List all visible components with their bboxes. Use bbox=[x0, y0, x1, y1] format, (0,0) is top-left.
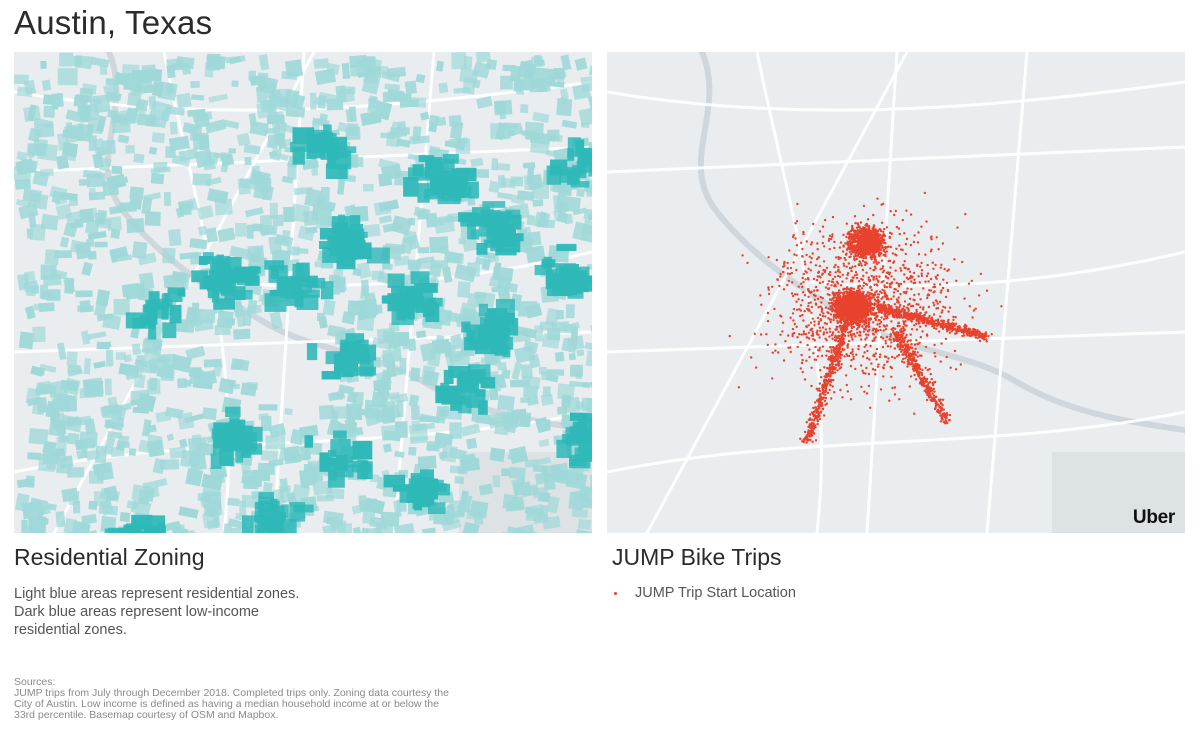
trips-map-canvas bbox=[607, 52, 1185, 533]
sources-note: Sources: JUMP trips from July through De… bbox=[14, 677, 454, 721]
uber-logo: Uber bbox=[1132, 507, 1175, 528]
sources-label: Sources: bbox=[14, 676, 56, 688]
residential-zoning-heading: Residential Zoning bbox=[14, 544, 205, 570]
legend-label: JUMP Trip Start Location bbox=[635, 585, 796, 601]
residential-zones-layer bbox=[14, 52, 592, 533]
trips-legend: JUMP Trip Start Location bbox=[612, 584, 796, 602]
sources-text: JUMP trips from July through December 20… bbox=[14, 687, 449, 721]
residential-zoning-map[interactable] bbox=[14, 52, 592, 533]
basemap-layer bbox=[607, 52, 1185, 533]
description-line: Light blue areas represent residential z… bbox=[14, 586, 300, 602]
zoning-description: Light blue areas represent residential z… bbox=[14, 585, 344, 639]
description-line: residential zones. bbox=[14, 622, 127, 638]
jump-bike-trips-heading: JUMP Bike Trips bbox=[612, 544, 782, 570]
jump-bike-trips-map[interactable]: Uber bbox=[607, 52, 1185, 533]
low-income-zones-layer bbox=[104, 124, 592, 533]
description-line: Dark blue areas represent low-income bbox=[14, 604, 259, 620]
zoning-map-canvas bbox=[14, 52, 592, 533]
dot-icon bbox=[614, 591, 617, 595]
trip-start-points-layer bbox=[728, 191, 1003, 444]
page-title: Austin, Texas bbox=[14, 4, 213, 41]
